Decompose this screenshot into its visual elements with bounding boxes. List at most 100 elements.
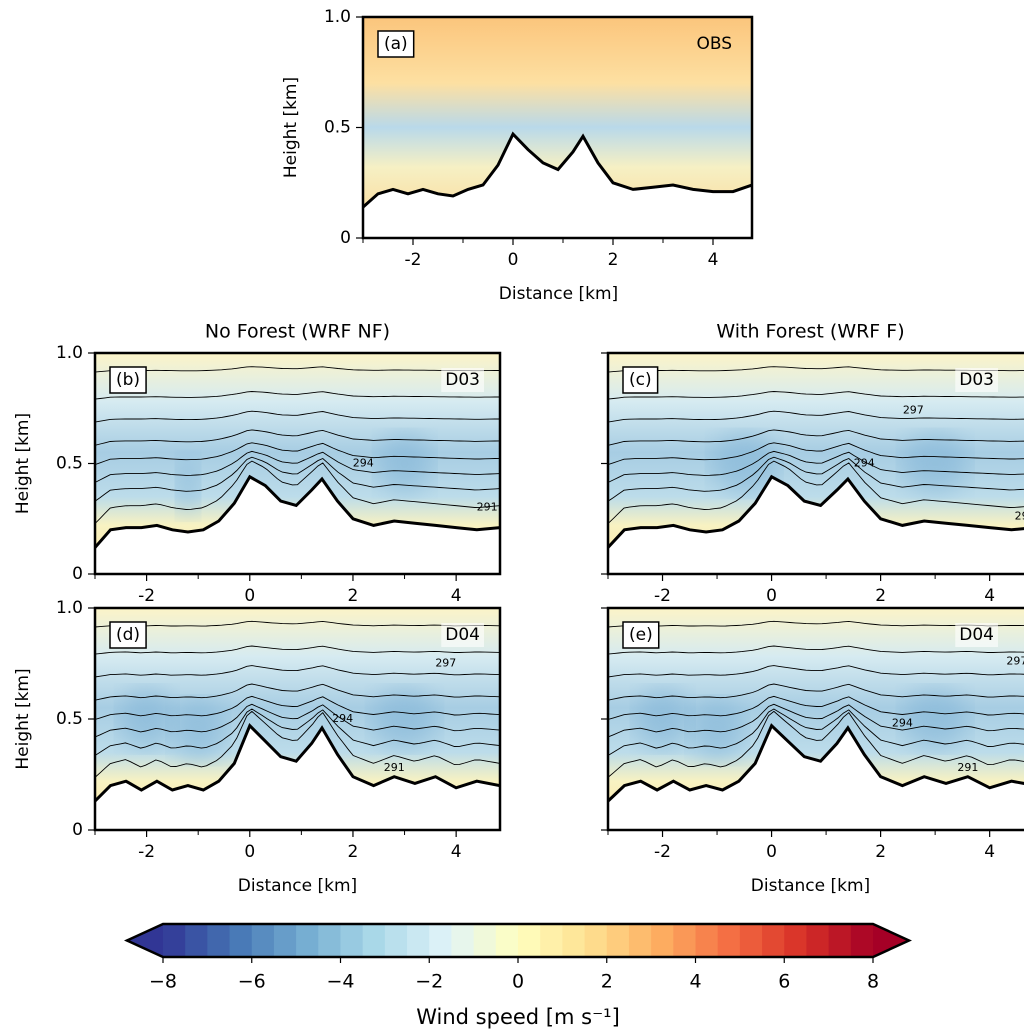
- contour-line: [608, 410, 1024, 423]
- plot-area: 297 294 291: [608, 608, 1024, 830]
- x-tick-label: 2: [348, 586, 359, 606]
- x-tick-label: 0: [244, 586, 255, 606]
- contour-line: [95, 366, 500, 373]
- colorbar-swatch: [651, 924, 674, 957]
- x-tick-label: 2: [608, 250, 619, 270]
- x-tick-label: 0: [766, 842, 777, 862]
- x-tick-label: 4: [984, 842, 995, 862]
- panel-label: (d): [116, 625, 140, 645]
- run-label: D04: [445, 625, 480, 645]
- terrain: [95, 723, 500, 803]
- contour-label: 297: [903, 403, 924, 416]
- contour-line: [95, 708, 500, 756]
- y-tick-label: 0: [72, 820, 83, 840]
- x-axis-label: Distance [km]: [751, 876, 870, 896]
- y-tick-label: 0: [72, 564, 83, 584]
- contour-label: 291: [957, 761, 978, 774]
- contour-line: [95, 442, 500, 466]
- y-tick-label: 0.5: [324, 118, 351, 138]
- colorbar-swatch: [606, 924, 630, 957]
- contour-line: [608, 683, 1024, 701]
- panel-label-box: [109, 621, 147, 649]
- colorbar-swatch: [273, 924, 297, 957]
- y-tick-label: 0: [340, 228, 351, 248]
- colorbar-extend-high: [873, 924, 909, 957]
- y-axis-label: Height [km]: [13, 668, 33, 769]
- colorbar-swatch: [806, 924, 830, 957]
- x-axis-label: Distance [km]: [499, 284, 618, 304]
- x-tick-label: -2: [654, 842, 671, 862]
- colorbar-swatch: [828, 924, 852, 957]
- colorbar-tick-label: −6: [238, 971, 266, 993]
- contour-line: [608, 391, 1024, 400]
- terrain: [363, 131, 752, 209]
- colorbar-tick-label: 0: [512, 971, 524, 993]
- x-tick-label: 4: [451, 586, 462, 606]
- x-tick-label: 2: [875, 842, 886, 862]
- contour-line: [95, 450, 500, 483]
- x-tick-label: 4: [984, 586, 995, 606]
- colorbar-swatch: [762, 924, 785, 957]
- colorbar-swatch: [518, 924, 541, 957]
- shading-blob: [902, 689, 969, 749]
- y-axis-label: Height [km]: [13, 413, 33, 514]
- shading-blob: [371, 689, 438, 749]
- x-tick-label: -2: [138, 842, 155, 862]
- shading-blob: [176, 455, 199, 516]
- terrain-fill: [95, 476, 500, 574]
- terrain-fill: [608, 476, 1024, 574]
- contour-line: [95, 695, 500, 720]
- run-label-box: [955, 368, 998, 392]
- contour-line: [608, 708, 1024, 756]
- colorbar-swatch: [717, 924, 741, 957]
- colorbar-swatch: [229, 924, 253, 957]
- colorbar-swatch: [673, 924, 696, 957]
- contour-line: [95, 620, 500, 628]
- colorbar-tick-label: 8: [867, 971, 879, 993]
- x-tick-label: 4: [451, 842, 462, 862]
- terrain-fill: [363, 134, 752, 238]
- contour-line: [608, 695, 1024, 720]
- x-tick-label: 4: [708, 250, 719, 270]
- y-axis-label: Height [km]: [281, 77, 301, 178]
- run-label: OBS: [696, 34, 732, 54]
- plot-area: [363, 17, 752, 238]
- x-tick-label: 0: [244, 842, 255, 862]
- panel-label: (a): [384, 34, 408, 54]
- plot-area: 297 294 291: [95, 608, 500, 830]
- run-label: D03: [959, 370, 994, 390]
- contour-line: [95, 703, 500, 738]
- colorbar-swatch: [429, 924, 452, 957]
- contour-label: 294: [854, 457, 875, 470]
- colorbar-swatch: [384, 924, 408, 957]
- x-axis-label: Distance [km]: [238, 876, 357, 896]
- contour-line: [95, 710, 500, 778]
- y-tick-label: 1.0: [56, 598, 83, 618]
- colorbar-tick-label: −4: [326, 971, 354, 993]
- x-tick-label: -2: [654, 586, 671, 606]
- contour-line: [608, 429, 1024, 446]
- contour-label: 291: [477, 501, 498, 514]
- terrain-fill: [608, 725, 1024, 830]
- x-tick-label: -2: [138, 586, 155, 606]
- contour-line: [95, 391, 500, 400]
- contour-line: [95, 456, 500, 502]
- contour-line: [608, 665, 1024, 678]
- contour-line: [95, 665, 500, 678]
- colorbar-swatch: [695, 924, 719, 957]
- x-tick-label: 2: [875, 586, 886, 606]
- colorbar-tick-label: 4: [689, 971, 701, 993]
- colorbar-swatch: [628, 924, 652, 957]
- x-tick-label: -2: [405, 250, 422, 270]
- colorbar-title: Wind speed [m s⁻¹]: [416, 1005, 620, 1029]
- x-tick-label: 0: [766, 586, 777, 606]
- contour-line: [608, 460, 1024, 524]
- colorbar-swatch: [495, 924, 519, 957]
- contour-line: [608, 456, 1024, 502]
- panel-label: (c): [629, 370, 652, 390]
- shading-blob: [377, 433, 433, 494]
- terrain: [608, 474, 1024, 549]
- contour-line: [608, 645, 1024, 655]
- panel-label: (e): [629, 625, 653, 645]
